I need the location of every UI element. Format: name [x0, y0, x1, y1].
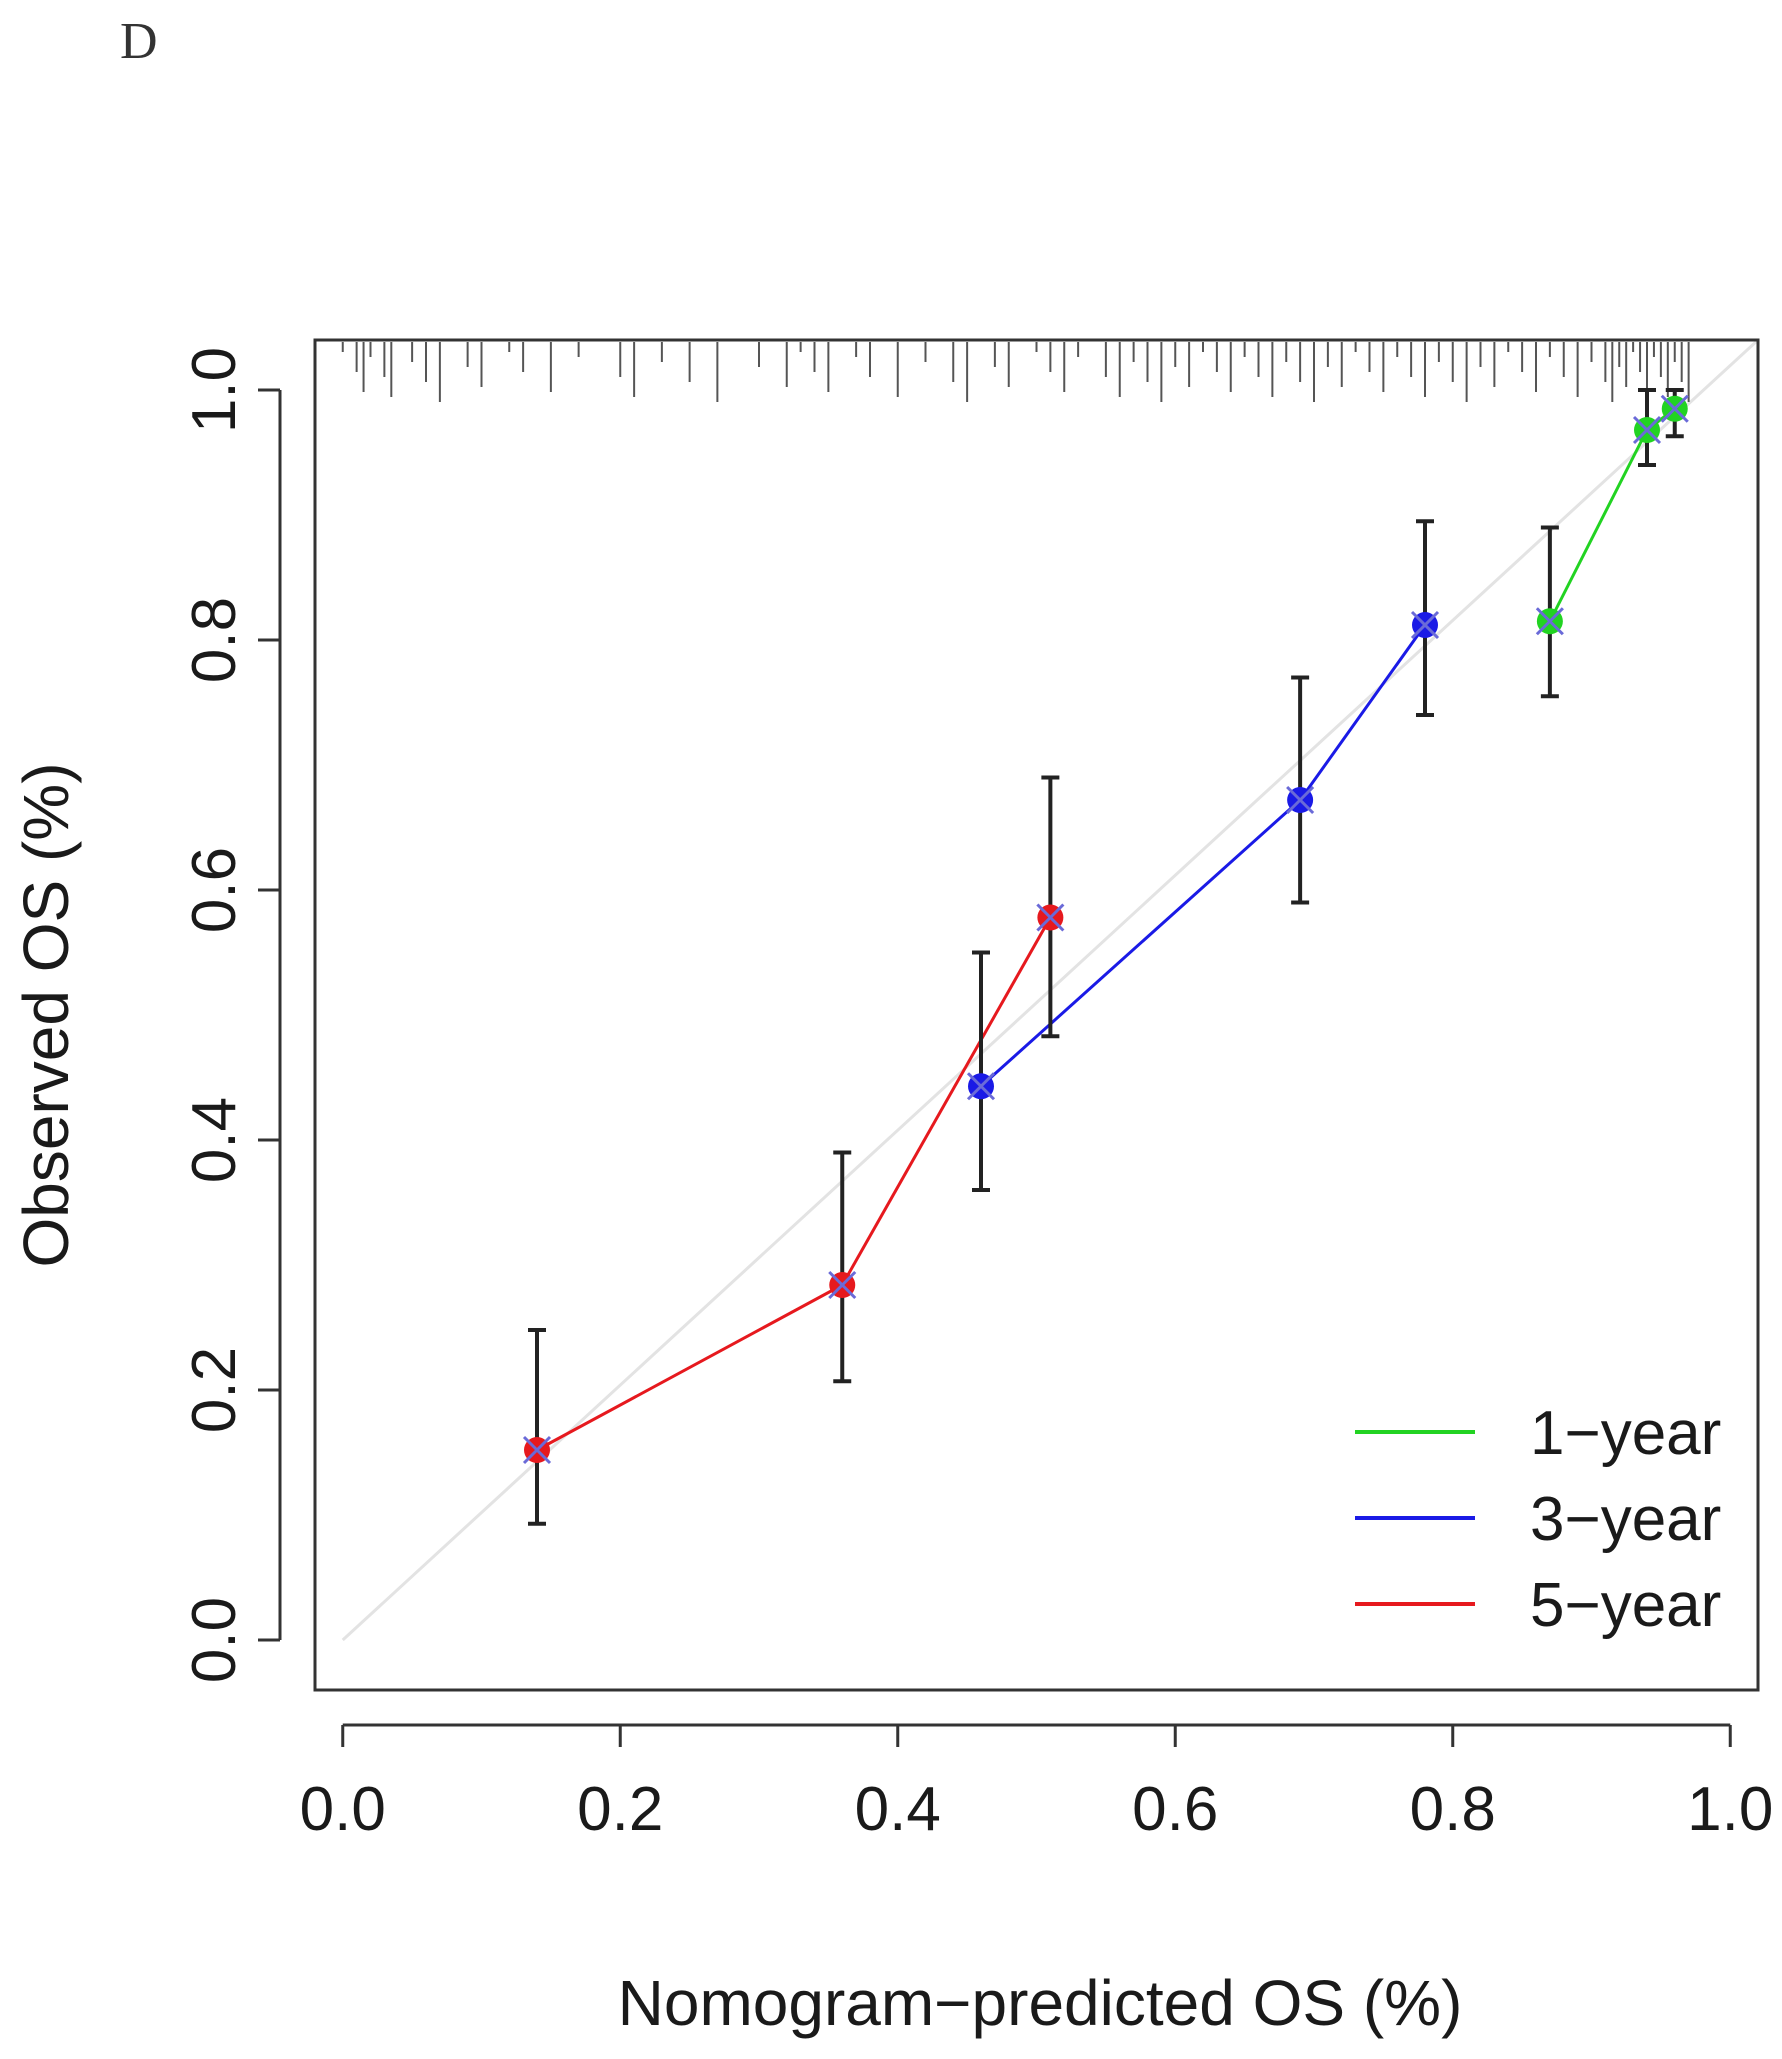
- x-tick-label: 0.4: [855, 1775, 941, 1844]
- y-tick-label: 0.6: [180, 847, 249, 933]
- data-point-cross: [828, 1270, 857, 1300]
- y-tick-label: 0.2: [180, 1347, 249, 1433]
- series-line-segment: [1298, 624, 1427, 801]
- series-line-segment: [840, 916, 1052, 1286]
- x-axis-label: Nomogram−predicted OS (%): [618, 1967, 1463, 2039]
- series-line-segment: [979, 798, 1302, 1088]
- x-tick-label: 0.0: [300, 1775, 386, 1844]
- series-line-segment: [1548, 429, 1649, 622]
- y-tick-label: 1.0: [180, 347, 249, 433]
- data-point-cross: [966, 1072, 996, 1101]
- plot-frame: [313, 338, 1760, 1692]
- x-tick-label: 1.0: [1687, 1775, 1773, 1844]
- y-tick-label: 0.8: [180, 597, 249, 683]
- x-tick-label: 0.8: [1410, 1775, 1496, 1844]
- data-point-cross: [1632, 415, 1662, 445]
- data-point-cross: [1036, 903, 1065, 932]
- data-point-cross: [1660, 394, 1689, 423]
- y-tick-label: 0.4: [180, 1097, 249, 1183]
- data-point-cross: [522, 1435, 552, 1465]
- data-point-cross: [1535, 607, 1564, 636]
- x-tick-label: 0.2: [577, 1775, 663, 1844]
- panel-label: D: [120, 13, 158, 70]
- legend-label: 3−year: [1530, 1485, 1721, 1554]
- legend-label: 1−year: [1530, 1399, 1721, 1468]
- y-axis-label: Observed OS (%): [10, 762, 82, 1267]
- legend-label: 5−year: [1530, 1571, 1721, 1640]
- plot-layer: 0.0 0.2 0.4 0.6 0.8 1.0 0.0 0.2 0.4 0.6 0.8 1.0 1−ye…: [180, 338, 1773, 1844]
- x-tick-label: 0.6: [1132, 1775, 1218, 1844]
- data-point-cross: [1286, 785, 1315, 815]
- y-tick-label: 0.0: [180, 1597, 249, 1683]
- series-line-segment: [536, 1283, 843, 1452]
- data-point-cross: [1410, 610, 1440, 640]
